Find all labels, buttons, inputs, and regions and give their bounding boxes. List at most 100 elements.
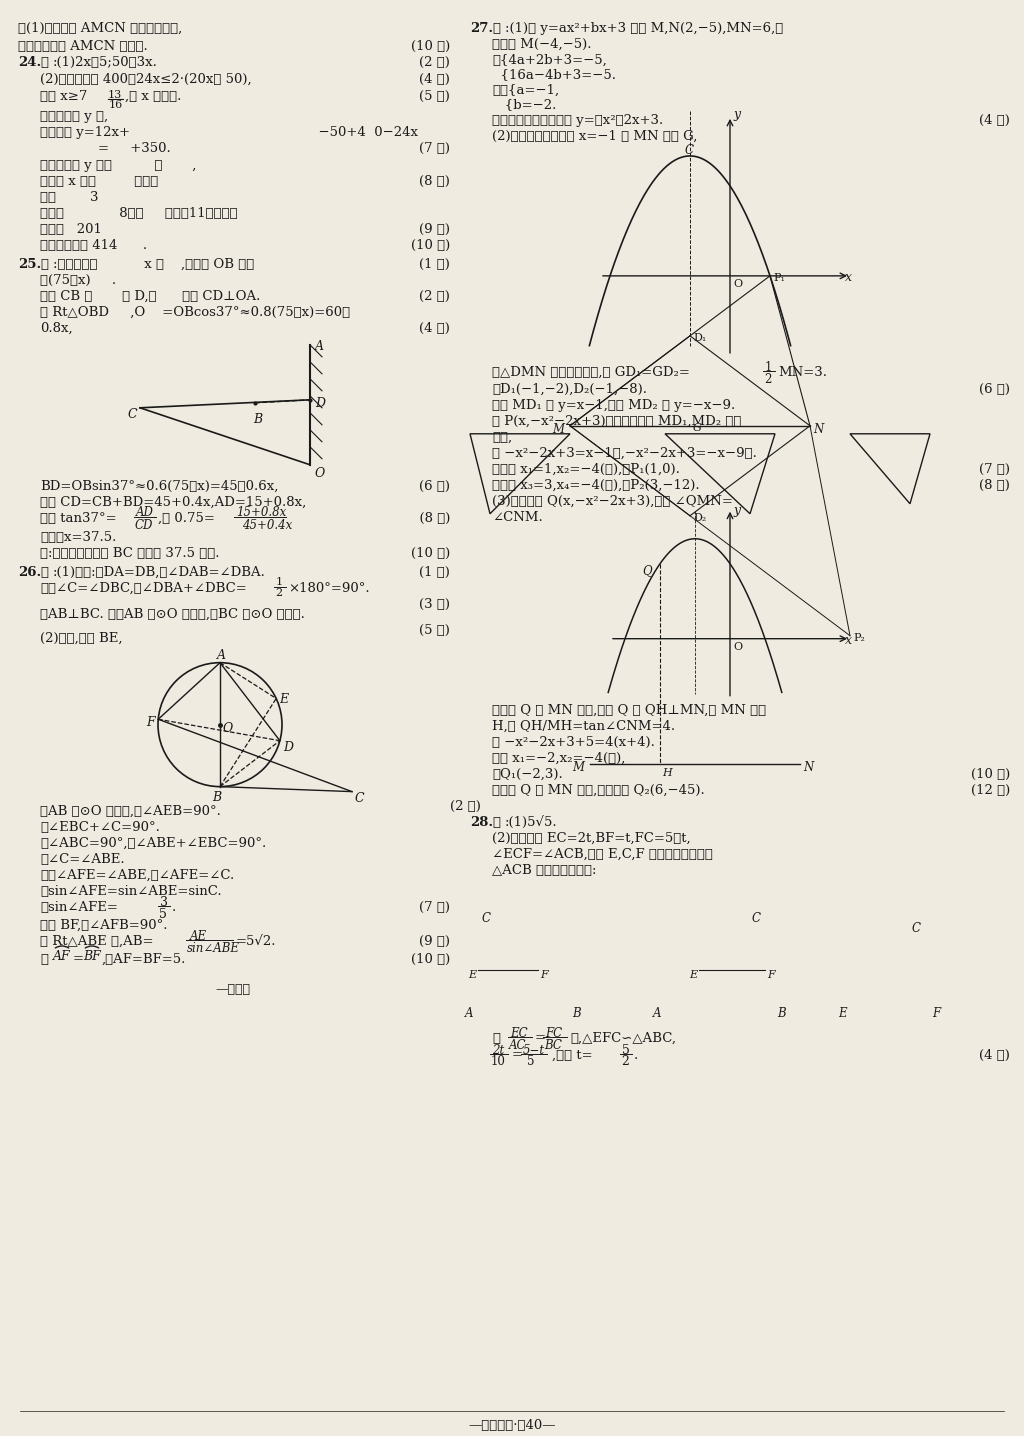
Text: 2: 2 bbox=[621, 1055, 629, 1068]
Text: y: y bbox=[733, 504, 740, 517]
Text: 解①得 x₁=1,x₂=−4(舍),∴P₁(1,0).: 解①得 x₁=1,x₂=−4(舍),∴P₁(1,0). bbox=[492, 462, 680, 475]
Text: (2 分): (2 分) bbox=[419, 56, 450, 69]
Text: ∵: ∵ bbox=[40, 952, 48, 965]
Text: 当: 当 bbox=[492, 1031, 500, 1044]
Text: A: A bbox=[653, 1007, 662, 1020]
Text: ,且 x 为整数.: ,且 x 为整数. bbox=[125, 90, 181, 103]
Text: 此时总费用为 414      .: 此时总费用为 414 . bbox=[40, 238, 147, 251]
Text: (3 分): (3 分) bbox=[419, 597, 450, 610]
Text: G: G bbox=[693, 422, 701, 432]
Text: 连接 BF,∴∠AFB=90°.: 连接 BF,∴∠AFB=90°. bbox=[40, 919, 168, 932]
Text: ,∴AF=BF=5.: ,∴AF=BF=5. bbox=[102, 952, 186, 965]
Text: O: O bbox=[315, 467, 326, 480]
Text: ∴AB⊥BC. 又∵AB 是⊙O 的直径,∴BC 是⊙O 的切线.: ∴AB⊥BC. 又∵AB 是⊙O 的直径,∴BC 是⊙O 的切线. bbox=[40, 607, 305, 620]
Text: 27.: 27. bbox=[470, 22, 494, 34]
Text: 解得，x=37.5.: 解得，x=37.5. bbox=[40, 531, 117, 544]
Text: ∵∠ABC=90°,∴∠ABE+∠EBC=90°.: ∵∠ABC=90°,∴∠ABE+∠EBC=90°. bbox=[40, 837, 266, 850]
Text: BF: BF bbox=[83, 949, 100, 962]
Text: F: F bbox=[767, 969, 775, 979]
Text: 又∵∠AFE=∠ABE,∴∠AFE=∠C.: 又∵∠AFE=∠ABE,∴∠AFE=∠C. bbox=[40, 869, 234, 882]
Text: ∴sin∠AFE=: ∴sin∠AFE= bbox=[40, 900, 118, 913]
Text: E: E bbox=[838, 1007, 847, 1020]
Text: (12 分): (12 分) bbox=[971, 784, 1010, 797]
Text: 28.: 28. bbox=[470, 816, 494, 829]
Text: N: N bbox=[813, 422, 823, 435]
Text: 26.: 26. bbox=[18, 566, 41, 579]
Text: ,解得 t=: ,解得 t= bbox=[552, 1048, 593, 1061]
Text: 题意得 M(−4,−5).: 题意得 M(−4,−5). bbox=[492, 37, 592, 52]
Text: C: C bbox=[685, 144, 694, 157]
Text: B: B bbox=[253, 412, 262, 426]
Text: 时,△EFC∽△ABC,: 时,△EFC∽△ABC, bbox=[570, 1031, 676, 1044]
Text: =5√2.: =5√2. bbox=[236, 935, 276, 948]
Text: 设总费用为 y 元,: 设总费用为 y 元, bbox=[40, 111, 109, 123]
Text: =     +350.: = +350. bbox=[98, 142, 171, 155]
Text: 解得 x≥7: 解得 x≥7 bbox=[40, 90, 96, 103]
Text: C: C bbox=[128, 408, 137, 421]
Text: 解②得 x₃=3,x₄=−4(舍),∴P₂(3,−12).: 解②得 x₃=3,x₄=−4(舍),∴P₂(3,−12). bbox=[492, 478, 699, 491]
Text: 所以 tan37°=: 所以 tan37°= bbox=[40, 511, 117, 524]
Text: (9 分): (9 分) bbox=[419, 935, 450, 948]
Text: (1 分): (1 分) bbox=[419, 258, 450, 271]
Text: AE: AE bbox=[190, 929, 207, 942]
Text: 得 −x²−2x+3=x−1①,−x²−2x+3=−x−9②.: 得 −x²−2x+3=x−1①,−x²−2x+3=−x−9②. bbox=[492, 447, 757, 460]
Text: (1 分): (1 分) bbox=[419, 566, 450, 579]
Text: 所以当 x 取最         时，最: 所以当 x 取最 时，最 bbox=[40, 175, 188, 188]
Text: (3)设存在点 Q(x,−x²−2x+3),使得 ∠QMN=: (3)设存在点 Q(x,−x²−2x+3),使得 ∠QMN= bbox=[492, 495, 733, 508]
Text: 解: 解 bbox=[492, 816, 500, 829]
Text: 5: 5 bbox=[622, 1044, 630, 1057]
Text: O: O bbox=[733, 642, 742, 652]
Text: A: A bbox=[315, 340, 324, 353]
Text: P₁: P₁ bbox=[773, 273, 784, 283]
Text: 解得{a=−1,: 解得{a=−1, bbox=[492, 83, 559, 98]
Text: 即 −x²−2x+3+5=4(x+4).: 即 −x²−2x+3+5=4(x+4). bbox=[492, 735, 655, 748]
Text: 2t: 2t bbox=[492, 1044, 504, 1057]
Text: 又∵∠C=∠DBC,∴∠DBA+∠DBC=: 又∵∠C=∠DBC,∴∠DBA+∠DBC= bbox=[40, 582, 247, 595]
Text: 2: 2 bbox=[275, 587, 283, 597]
Text: =: = bbox=[535, 1031, 546, 1044]
Text: AD: AD bbox=[136, 505, 154, 518]
Text: AF: AF bbox=[53, 949, 71, 962]
Text: :(1)5√5.: :(1)5√5. bbox=[505, 816, 558, 829]
Text: 3: 3 bbox=[160, 896, 168, 909]
Text: 在 Rt△ABE 中,AB=: 在 Rt△ABE 中,AB= bbox=[40, 935, 154, 948]
Text: (7 分): (7 分) bbox=[419, 142, 450, 155]
Text: 所以        3: 所以 3 bbox=[40, 191, 141, 204]
Text: F: F bbox=[146, 717, 155, 729]
Text: (4 分): (4 分) bbox=[979, 113, 1010, 126]
Text: :设小桌板宽           x 厚    ,则支架 OB 的长: :设小桌板宽 x 厚 ,则支架 OB 的长 bbox=[53, 258, 254, 271]
Text: (6 分): (6 分) bbox=[419, 480, 450, 493]
Text: E: E bbox=[468, 969, 476, 979]
Text: =: = bbox=[73, 952, 84, 965]
Text: 24.: 24. bbox=[18, 56, 41, 69]
Text: 为(75－x)     .: 为(75－x) . bbox=[40, 274, 116, 287]
Text: (4 分): (4 分) bbox=[419, 73, 450, 86]
Text: (9 分): (9 分) bbox=[419, 223, 450, 236]
Text: D: D bbox=[283, 741, 293, 754]
Text: FC: FC bbox=[545, 1027, 562, 1040]
Text: 5−t: 5−t bbox=[523, 1044, 545, 1057]
Text: −50+4  0−24x: −50+4 0−24x bbox=[310, 126, 418, 139]
Text: ①若点 Q 在 MN 上方,过点 Q 作 QH⊥MN,交 MN 于点: ①若点 Q 在 MN 上方,过点 Q 作 QH⊥MN,交 MN 于点 bbox=[492, 704, 766, 717]
Text: (5 分): (5 分) bbox=[419, 90, 450, 103]
Text: 45+0.4x: 45+0.4x bbox=[242, 518, 292, 531]
Text: H: H bbox=[662, 768, 672, 778]
Text: 解: 解 bbox=[40, 258, 48, 271]
Text: (2 分): (2 分) bbox=[419, 290, 450, 303]
Text: B: B bbox=[777, 1007, 785, 1020]
Text: F: F bbox=[932, 1007, 940, 1020]
Text: ∵∠EBC+∠C=90°.: ∵∠EBC+∠C=90°. bbox=[40, 820, 160, 834]
Text: :(1)证明:∵DA=DB,∴∠DAB=∠DBA.: :(1)证明:∵DA=DB,∴∠DAB=∠DBA. bbox=[53, 566, 266, 579]
Text: 25.: 25. bbox=[18, 258, 41, 271]
Text: C: C bbox=[752, 912, 761, 925]
Text: BC: BC bbox=[544, 1038, 562, 1051]
Text: E: E bbox=[280, 694, 289, 707]
Text: (2)由题意可得 400－24x≤2·(20x－ 50),: (2)由题意可得 400－24x≤2·(20x－ 50), bbox=[40, 73, 252, 86]
Text: {16a−4b+3=−5.: {16a−4b+3=−5. bbox=[492, 67, 616, 80]
Text: :(1)∵ y=ax²+bx+3 过点 M,N(2,−5),MN=6,由: :(1)∵ y=ax²+bx+3 过点 M,N(2,−5),MN=6,由 bbox=[505, 22, 783, 34]
Text: O: O bbox=[733, 279, 742, 289]
Text: .: . bbox=[634, 1048, 638, 1061]
Text: P₂: P₂ bbox=[853, 633, 865, 643]
Text: (8 分): (8 分) bbox=[979, 478, 1010, 491]
Text: (8 分): (8 分) bbox=[411, 511, 450, 524]
